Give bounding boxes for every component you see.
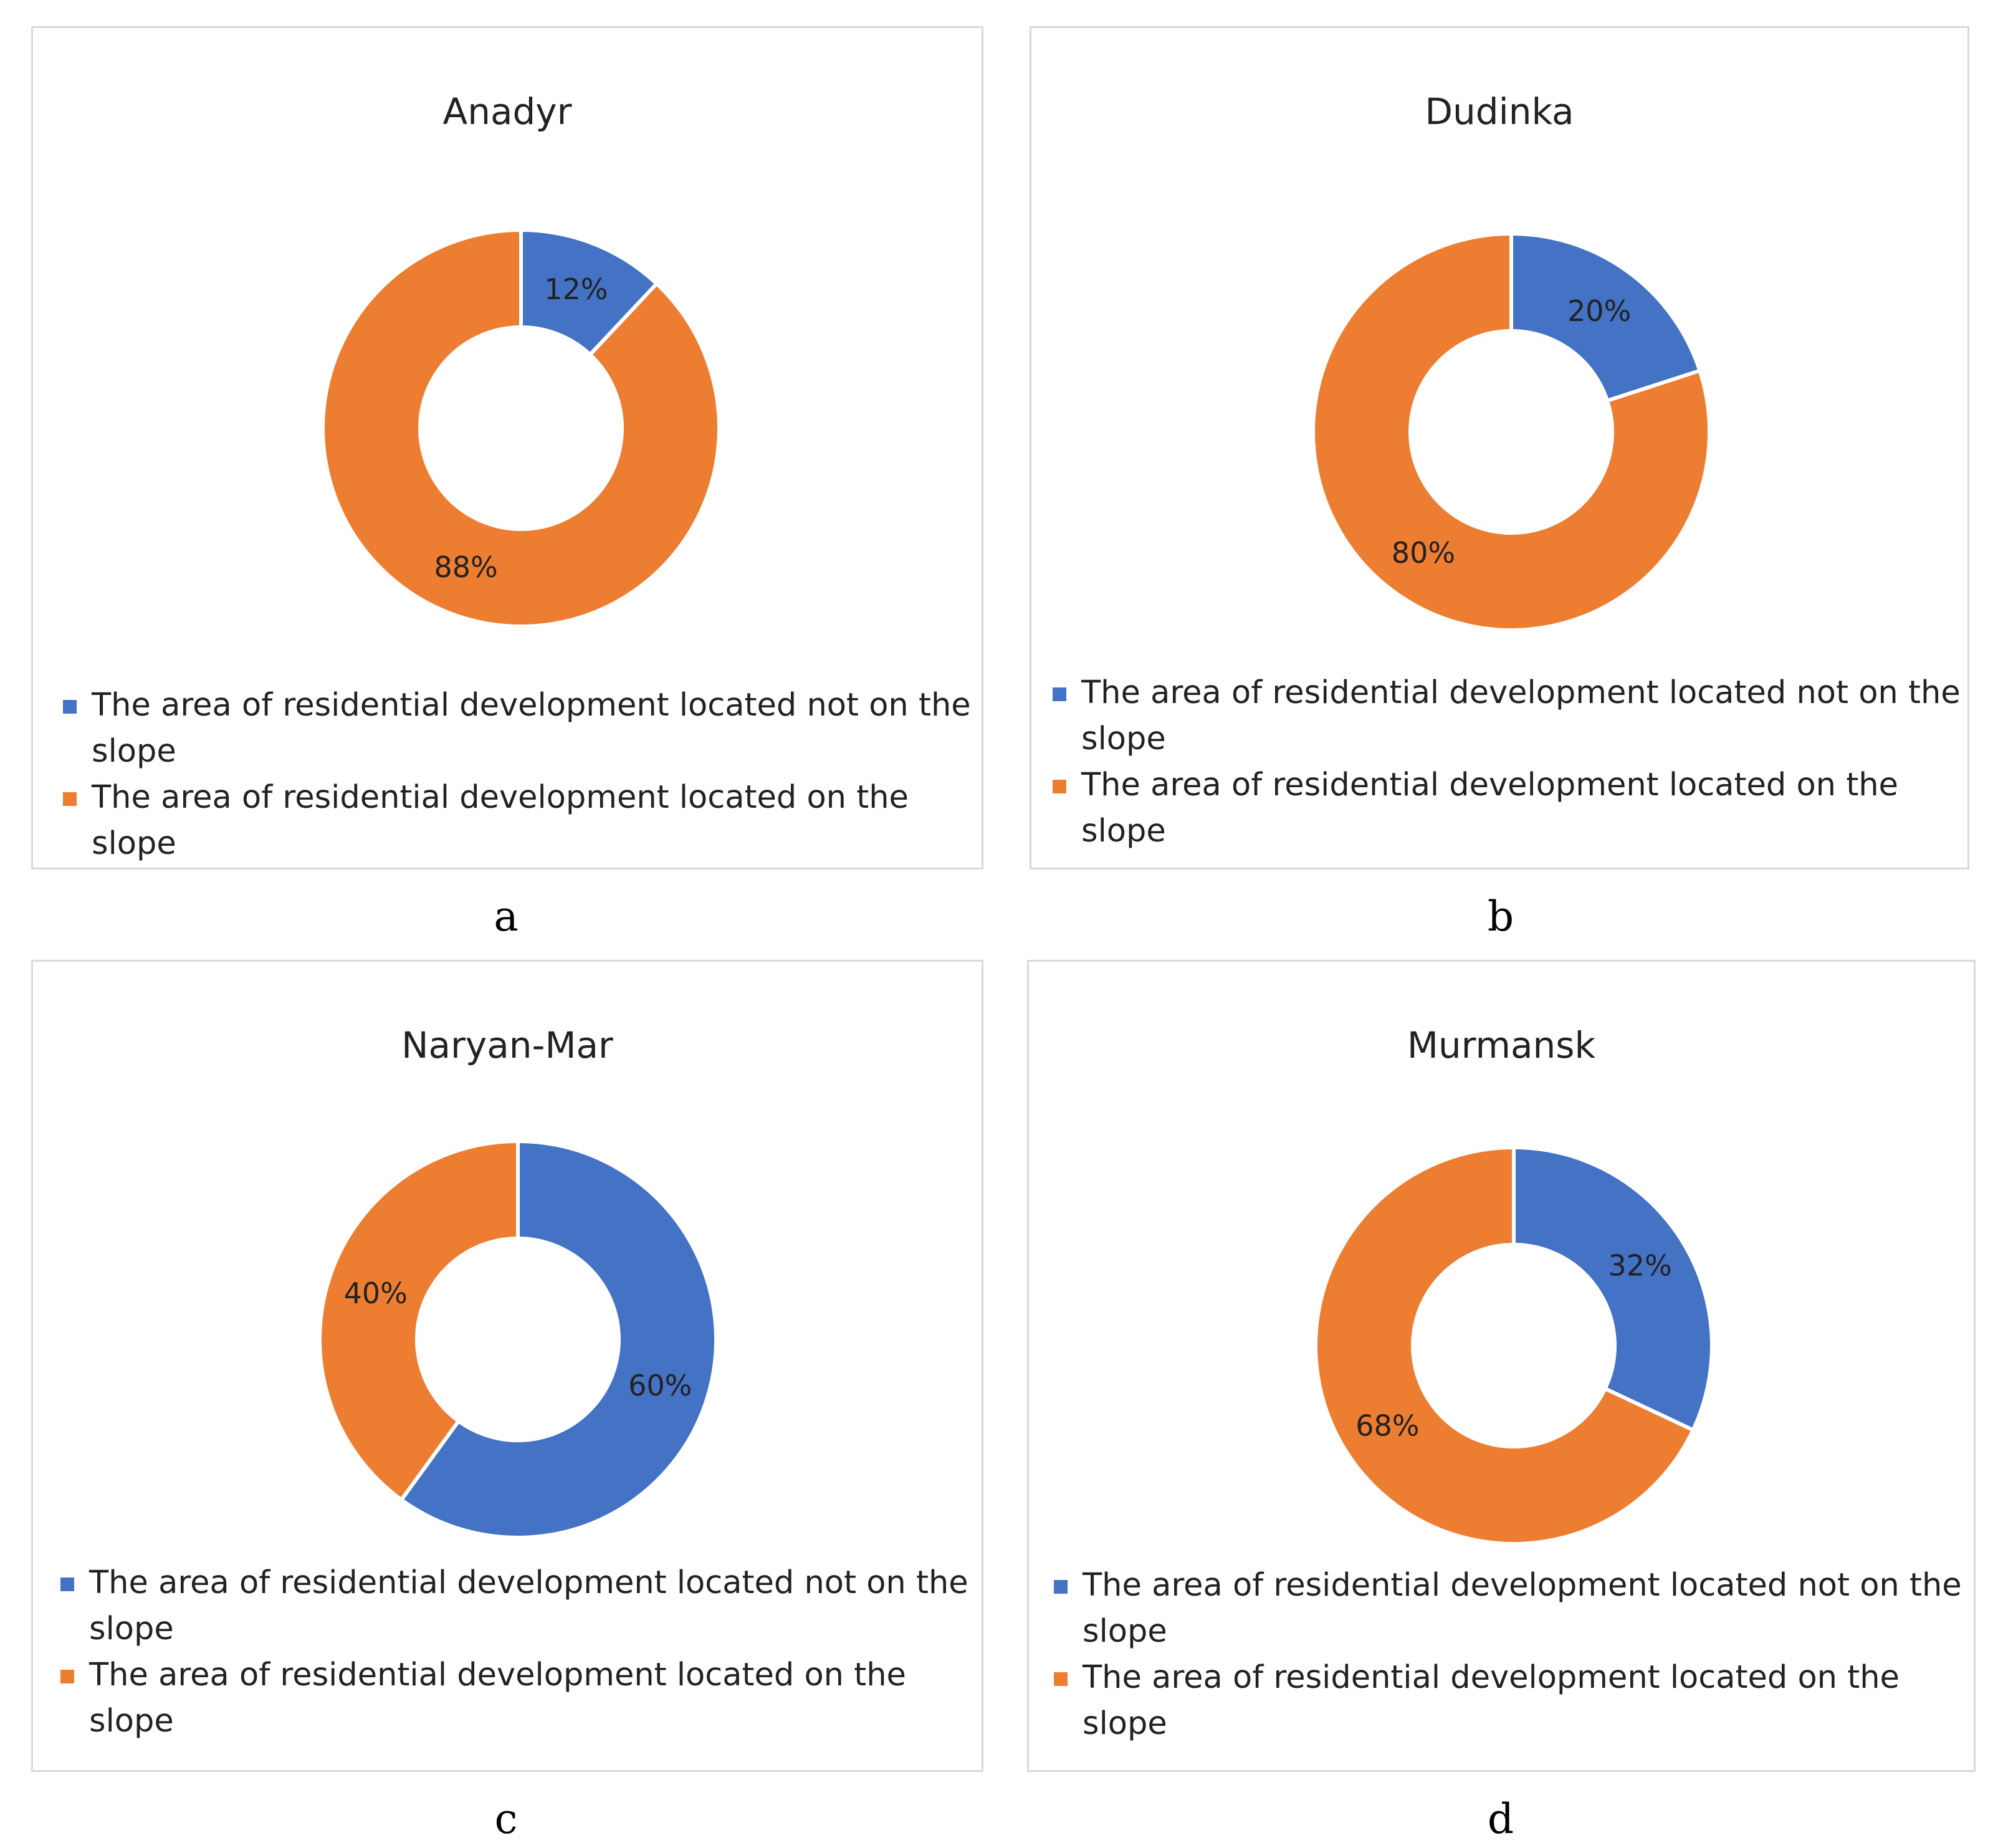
legend-label: The area of residential development loca… [1083,1567,1962,1650]
legend-swatch-orange [60,1670,74,1683]
chart-panel-dudinka: Dudinka 20% 80% The area of residential d… [1030,26,1969,869]
chart-panel-naryan-mar: Naryan-Mar 60% 40% The area of residentia… [31,960,983,1772]
donut-chart: 20% 80% [1311,231,1711,632]
donut-slice-not-on-slope [1512,1145,1714,1433]
legend-label: The area of residential development loca… [1083,1659,1900,1742]
legend-swatch-blue [1054,1580,1068,1594]
donut-slice-on-slope [318,1139,520,1503]
donut-slice-not-on-slope [519,227,659,358]
donut-data-label: 80% [1392,536,1455,570]
legend-item-on-slope: The area of residential development loca… [1054,1655,1970,1747]
chart-title: Dudinka [1425,90,1574,133]
legend-item-not-on-slope: The area of residential development loca… [60,1560,977,1652]
donut-data-label: 32% [1608,1248,1672,1282]
chart-legend: The area of residential development loca… [60,1560,977,1745]
legend-label: The area of residential development loca… [1081,674,1961,757]
chart-title: Anadyr [442,90,572,133]
donut-data-label: 68% [1355,1409,1419,1443]
chart-legend: The area of residential development loca… [1054,1563,1970,1747]
chart-panel-murmansk: Murmansk 32% 68% The area of residential … [1027,960,1976,1772]
panel-label-b: b [1487,893,1514,941]
donut-slice-not-on-slope [398,1139,718,1539]
panel-label-d: d [1487,1795,1514,1843]
donut-chart: 32% 68% [1314,1145,1714,1546]
panel-label-a: a [494,893,519,941]
legend-item-not-on-slope: The area of residential development loca… [1054,1563,1970,1655]
chart-legend: The area of residential development loca… [1053,670,1962,855]
legend-swatch-blue [60,1578,74,1591]
chart-panel-anadyr: Anadyr 12% 88% The area of residential de… [31,26,983,869]
chart-legend: The area of residential development loca… [63,682,979,867]
donut-data-label: 60% [628,1369,692,1402]
donut-slice-on-slope [1311,231,1711,632]
donut-data-label: 12% [544,272,608,306]
donut-data-label: 88% [434,550,498,584]
donut-chart: 12% 88% [321,227,721,628]
legend-swatch-blue [1053,687,1066,701]
chart-title: Murmansk [1407,1024,1596,1066]
chart-title: Naryan-Mar [401,1024,613,1066]
donut-chart: 60% 40% [318,1139,718,1539]
legend-label: The area of residential development loca… [92,687,971,770]
legend-item-not-on-slope: The area of residential development loca… [1053,670,1962,762]
legend-swatch-orange [1054,1672,1068,1686]
legend-label: The area of residential development loca… [89,1657,906,1740]
legend-label: The area of residential development loca… [1081,767,1898,850]
legend-swatch-orange [63,792,77,806]
legend-item-not-on-slope: The area of residential development loca… [63,682,979,775]
legend-label: The area of residential development loca… [92,779,909,862]
donut-data-label: 40% [344,1276,408,1310]
legend-item-on-slope: The area of residential development loca… [1053,762,1962,855]
donut-slice-not-on-slope [1509,231,1703,403]
donut-data-label: 20% [1567,294,1631,328]
donut-slice-on-slope [321,227,721,628]
panel-label-c: c [494,1795,518,1843]
legend-label: The area of residential development loca… [89,1564,968,1647]
legend-swatch-blue [63,700,77,714]
legend-item-on-slope: The area of residential development loca… [60,1652,977,1745]
legend-swatch-orange [1053,780,1066,793]
donut-slice-on-slope [1314,1145,1696,1546]
legend-item-on-slope: The area of residential development loca… [63,775,979,867]
